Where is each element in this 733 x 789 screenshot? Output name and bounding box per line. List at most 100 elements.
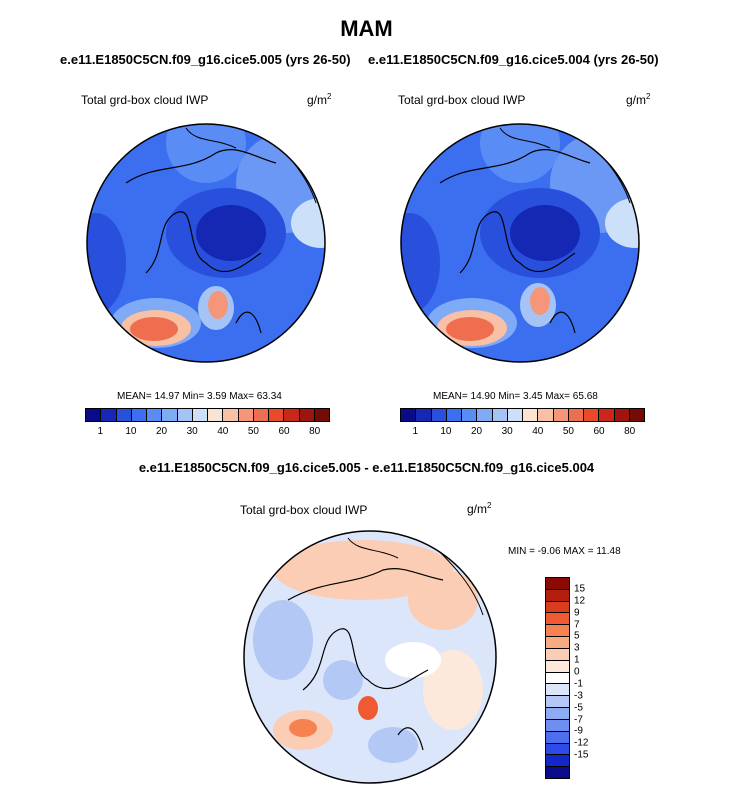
diff-colorbar-tick-label: 3 [574,642,580,654]
right-colorbar-swatch [629,409,644,421]
left-colorbar-tick-label: 60 [278,426,290,437]
left-colorbar-swatch [177,409,193,421]
right-case-title: e.e11.E1850C5CN.f09_g16.cice5.004 (yrs 2… [368,52,659,67]
left-colorbar-tick-label: 40 [217,426,229,437]
right-colorbar-swatch [538,409,554,421]
left-colorbar-swatch [208,409,224,421]
diff-colorbar-swatch [546,696,569,709]
left-colorbar-swatch [116,409,132,421]
left-colorbar-swatch [269,409,285,421]
left-colorbar-tick-label: 80 [309,426,321,437]
diff-colorbar-swatch [546,613,569,626]
right-colorbar-tick-label: 30 [501,426,513,437]
diff-panel-stats: MIN = -9.06 MAX = 11.48 [508,546,621,557]
right-colorbar-swatch [446,409,462,421]
diff-polar-map [243,530,497,784]
right-colorbar-swatch [507,409,523,421]
diff-colorbar-swatch [546,731,569,744]
diff-colorbar-ticks: 15 12 9 7 5 3 1 0 -1 -3 -5 -7 -9 -12 -15 [574,577,614,779]
right-colorbar-swatch [492,409,508,421]
right-colorbar [400,408,645,422]
left-colorbar-swatch [238,409,254,421]
diff-colorbar-swatch [546,601,569,614]
diff-colorbar-swatch [546,708,569,720]
left-polar-map [86,123,326,363]
left-colorbar-swatch [147,409,163,421]
figure-title: MAM [340,16,393,41]
left-colorbar-swatch [299,409,315,421]
diff-colorbar-tick-label: 15 [574,583,586,595]
diff-colorbar-swatch [546,767,569,779]
diff-colorbar-swatch [546,625,569,638]
diff-panel-variable: Total grd-box cloud IWP [240,503,368,517]
left-colorbar-swatch [192,409,208,421]
right-colorbar-tick-label: 80 [624,426,636,437]
left-panel-variable: Total grd-box cloud IWP [81,93,209,107]
left-colorbar-swatch [284,409,300,421]
diff-colorbar-swatch [546,637,569,649]
diff-colorbar-tick-label: -1 [574,678,583,690]
right-colorbar-swatch [416,409,432,421]
right-colorbar-ticks: 1 10 20 30 40 50 60 80 [400,426,645,440]
right-panel-stats: MEAN= 14.90 Min= 3.45 Max= 65.68 [433,391,598,402]
left-colorbar-swatch [86,409,102,421]
diff-colorbar-tick-label: -3 [574,690,583,702]
diff-colorbar-swatch [546,684,569,697]
right-colorbar-tick-label: 50 [562,426,574,437]
diff-colorbar-swatch [546,648,569,661]
left-colorbar-swatch [101,409,117,421]
right-colorbar-swatch [614,409,630,421]
left-colorbar-swatch [162,409,178,421]
diff-colorbar-swatch [546,672,569,685]
diff-colorbar-swatch [546,743,569,756]
diff-colorbar-tick-label: 1 [574,654,580,666]
right-polar-map [400,123,640,363]
diff-colorbar-tick-label: 9 [574,607,580,619]
left-colorbar-tick-label: 10 [125,426,137,437]
right-colorbar-tick-label: 20 [471,426,483,437]
left-colorbar-swatch [314,409,329,421]
right-colorbar-swatch [462,409,478,421]
diff-colorbar-tick-label: 7 [574,619,580,631]
right-colorbar-swatch [431,409,447,421]
diff-colorbar-swatch [546,578,569,590]
right-colorbar-tick-label: 10 [440,426,452,437]
right-colorbar-tick-label: 60 [593,426,605,437]
diff-colorbar-swatch [546,755,569,768]
left-case-title: e.e11.E1850C5CN.f09_g16.cice5.005 (yrs 2… [60,52,351,67]
left-colorbar-tick-label: 20 [156,426,168,437]
left-colorbar-ticks: 1 10 20 30 40 50 60 80 [85,426,330,440]
diff-colorbar-tick-label: -9 [574,725,583,737]
right-colorbar-swatch [401,409,417,421]
diff-colorbar-swatch [546,719,569,732]
diff-colorbar-tick-label: -15 [574,749,589,761]
diff-colorbar-tick-label: -5 [574,702,583,714]
diff-colorbar-tick-label: 12 [574,595,586,607]
right-colorbar-swatch [477,409,493,421]
left-panel-units: g/m2 [307,92,332,107]
left-colorbar-swatch [131,409,147,421]
diff-title: e.e11.E1850C5CN.f09_g16.cice5.005 - e.e1… [138,460,595,475]
diff-colorbar-swatch [546,660,569,673]
diff-colorbar-tick-label: 0 [574,666,580,678]
right-colorbar-tick-label: 1 [412,426,419,437]
diff-colorbar-tick-label: -7 [574,714,583,726]
right-colorbar-swatch [584,409,600,421]
left-colorbar-tick-label: 50 [247,426,259,437]
right-colorbar-tick-label: 40 [532,426,544,437]
diff-colorbar [545,577,570,779]
left-colorbar-swatch [223,409,239,421]
left-colorbar [85,408,330,422]
right-panel-variable: Total grd-box cloud IWP [398,93,526,107]
left-colorbar-swatch [253,409,269,421]
right-colorbar-swatch [523,409,539,421]
right-panel-units: g/m2 [626,92,651,107]
diff-colorbar-tick-label: -12 [574,737,589,749]
diff-panel-units: g/m2 [467,501,492,516]
right-colorbar-swatch [553,409,569,421]
left-colorbar-tick-label: 30 [186,426,198,437]
diff-colorbar-swatch [546,589,569,602]
left-panel-stats: MEAN= 14.97 Min= 3.59 Max= 63.34 [117,391,282,402]
right-colorbar-swatch [568,409,584,421]
right-colorbar-swatch [599,409,615,421]
